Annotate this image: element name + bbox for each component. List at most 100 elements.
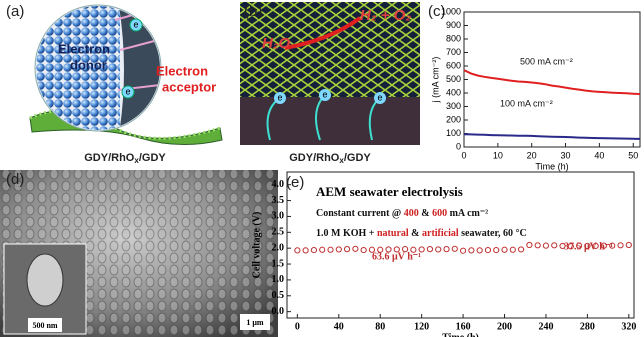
y-tick-label: 2.0 <box>272 242 285 253</box>
data-point <box>451 245 458 252</box>
data-point <box>426 246 434 253</box>
reaction-arrow <box>284 16 362 50</box>
plot-frame <box>286 171 635 319</box>
info-span: 1.0 M KOH + <box>316 228 377 239</box>
electron: e <box>274 92 286 104</box>
panel-b: (b) H₂O H₂ + O₂ e e e GDY/RhOx/GDY <box>240 2 420 165</box>
y-axis-label: j (mA cm⁻²) <box>430 57 440 104</box>
panel-label: (d) <box>6 171 24 188</box>
data-point <box>459 247 467 254</box>
electron-label: e <box>277 92 282 102</box>
panel-label: (b) <box>244 3 262 20</box>
electron: e <box>319 89 331 101</box>
products: H₂ + O₂ <box>360 7 411 24</box>
y-tick-label: 500 <box>446 74 461 84</box>
y-tick-label: 3.0 <box>272 211 285 222</box>
data-point <box>542 242 550 249</box>
data-point <box>501 246 508 253</box>
data-point <box>294 247 301 254</box>
data-point <box>368 246 376 253</box>
caption-sub: x <box>339 156 344 165</box>
data-point <box>592 242 599 250</box>
series-label: 100 mA cm⁻² <box>500 98 553 108</box>
y-tick-label: 900 <box>446 20 461 30</box>
data-point <box>493 246 500 254</box>
data-point <box>443 246 450 253</box>
y-tick-label: 1000 <box>441 6 461 16</box>
electron-dot <box>374 92 386 104</box>
scale-label: 1 μm <box>246 318 264 327</box>
info-span: 400 <box>404 208 419 219</box>
scale-label: 500 nm <box>32 321 57 330</box>
y-tick-label: 0 <box>456 141 461 151</box>
data-point <box>617 242 624 249</box>
data-point <box>302 247 309 254</box>
data-point <box>609 242 616 249</box>
info-span: natural <box>377 228 409 239</box>
y-axis-label: Cell voltage (V) <box>251 212 262 279</box>
caption-part: GDY/RhO <box>84 152 135 164</box>
series-line <box>463 133 641 140</box>
chart-title: AEM seawater electrolysis <box>316 184 463 199</box>
x-tick-label: 160 <box>456 321 471 332</box>
plot-frame <box>463 11 641 148</box>
x-tick-label: 40 <box>334 321 344 332</box>
data-point <box>484 246 492 254</box>
series-label: 500 mA cm⁻² <box>520 56 573 66</box>
donor-text: donor <box>70 57 107 72</box>
data-point <box>435 246 442 253</box>
x-tick-label: 200 <box>497 321 512 332</box>
y-tick-label: 2.5 <box>272 227 285 238</box>
panel-d: 500 nm 1 μm (d) <box>0 170 278 337</box>
data-point <box>468 247 475 254</box>
caption-part: GDY/RhO <box>289 152 340 164</box>
data-point <box>377 246 384 253</box>
info-span: Constant current @ <box>316 208 404 219</box>
panel-label: (e) <box>286 174 304 191</box>
acceptor-text: Electron <box>156 63 208 78</box>
electron-dot <box>319 89 331 101</box>
x-tick-label: 40 <box>594 150 604 160</box>
series-line <box>463 69 641 96</box>
y-tick-label: 800 <box>446 33 461 43</box>
y-tick-label: 0.0 <box>272 306 285 317</box>
chart: (e) 0.0 0.5 1.0 1.5 2.0 2.5 3.0 3.5 4.0 0 40 80 120 16… <box>251 171 636 337</box>
electron-label: e <box>322 89 327 99</box>
electron: e <box>374 92 386 104</box>
data-point <box>534 242 541 249</box>
caption-part: /GDY <box>344 152 372 164</box>
chart: (c) 0 100 200 300 400 500 600 700 800 900 1000 0 10 20… <box>428 3 641 171</box>
electron-label: e <box>377 92 382 102</box>
acceptor-text: acceptor <box>162 79 216 94</box>
data-point <box>600 242 608 249</box>
data-point <box>360 246 367 254</box>
y-tick-label: 1.0 <box>272 274 285 285</box>
gdy-mesh <box>240 2 420 97</box>
data-point <box>551 242 558 249</box>
info-span: & <box>419 208 432 219</box>
y-tick-label: 1.5 <box>272 258 285 269</box>
x-tick-label: 280 <box>580 321 595 332</box>
y-tick-label: 3.5 <box>272 195 285 206</box>
scale-box <box>240 314 270 330</box>
caption: GDY/RhOx/GDY <box>289 152 371 165</box>
y-tick-label: 4.0 <box>272 179 285 190</box>
x-tick-label: 240 <box>538 321 553 332</box>
panel-a: (a) Electron donor Electron acceptor e e… <box>6 3 223 165</box>
x-tick-label: 20 <box>527 150 537 160</box>
data-point <box>625 241 632 249</box>
data-point <box>401 246 409 253</box>
data-point <box>352 245 359 252</box>
info-span: artificial <box>422 228 459 239</box>
data-point <box>418 246 425 253</box>
x-tick-label: 80 <box>375 321 385 332</box>
y-tick-label: 400 <box>446 87 461 97</box>
data-point <box>410 246 417 253</box>
info-line: 1.0 M KOH + natural & artificial seawate… <box>316 228 527 239</box>
reactant: H₂O <box>262 35 291 52</box>
data-point <box>476 247 483 254</box>
y-tick-label: 100 <box>446 128 461 138</box>
